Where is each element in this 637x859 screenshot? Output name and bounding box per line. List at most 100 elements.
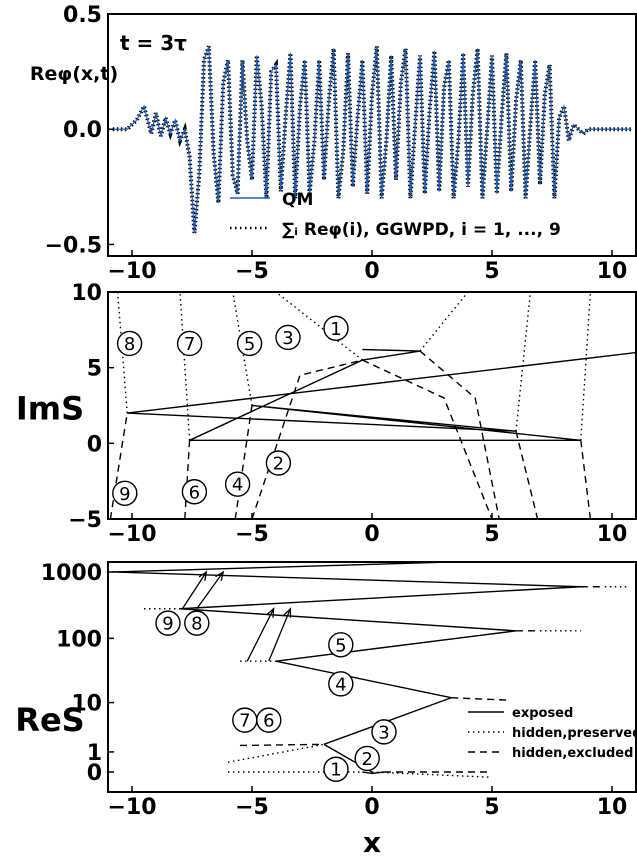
curve-solid — [127, 348, 636, 442]
x-tick-label: −5 — [235, 522, 269, 547]
curve-dashed — [515, 431, 539, 519]
curve-dotted — [580, 292, 592, 441]
x-tick-label: 10 — [597, 795, 628, 820]
label-number: 6 — [263, 711, 274, 732]
label-number: 3 — [378, 722, 389, 743]
y-tick-label: 10 — [71, 281, 102, 306]
y-tick-label: 10 — [71, 692, 102, 717]
legend: QM ∑ᵢ Reφ(i), GGWPD, i = 1, ..., 9 — [230, 190, 561, 240]
curve-solid — [112, 571, 581, 588]
legend-label: exposed — [512, 706, 573, 721]
curve-dotted — [371, 771, 493, 778]
y-tick-label: 1000 — [41, 561, 102, 586]
x-tick-label: 10 — [597, 259, 628, 284]
chart-panel-1: −10 −5 0 5 10 −0.5 0.0 0.5 Reφ(x,t)t = 3τ QM ∑ᵢ Re… — [30, 3, 637, 284]
label-circle — [236, 330, 263, 357]
y-tick-label: 0.0 — [63, 118, 102, 143]
trajectory-label-8: 8 — [184, 610, 210, 636]
label-number: 8 — [124, 334, 135, 355]
x-tick-label: 5 — [484, 795, 499, 820]
label-number: 5 — [335, 635, 346, 656]
x-tick-label: 10 — [597, 522, 628, 547]
curve-dotted — [232, 292, 253, 406]
label-number: 2 — [361, 749, 372, 770]
y-tick-label: −5 — [68, 508, 102, 533]
x-tick-label: −10 — [107, 259, 156, 284]
label-circle — [181, 479, 208, 505]
y-tick-label: 0 — [87, 761, 102, 786]
curve-dotted — [515, 292, 532, 432]
trajectory-label-2: 2 — [265, 450, 292, 476]
label-circle — [275, 324, 301, 351]
label-number: 4 — [232, 475, 243, 496]
trajectory-label-7: 7 — [232, 707, 258, 733]
arrow-head — [198, 570, 208, 581]
label-number: 1 — [330, 319, 341, 340]
curve-solid — [112, 562, 475, 573]
arrow-line — [181, 571, 207, 610]
label-number: 5 — [244, 334, 255, 355]
trajectory-label-5: 5 — [236, 330, 263, 357]
curve-dashed — [451, 697, 507, 701]
series-ggwpd-sum — [112, 45, 632, 234]
trajectory-label-6: 6 — [181, 479, 208, 505]
y-tick-label: 1 — [87, 741, 102, 766]
x-tick-label: −10 — [107, 522, 156, 547]
label-circle — [328, 671, 354, 697]
trajectory-label-5: 5 — [328, 632, 354, 658]
y-tick-label: 5 — [87, 357, 102, 382]
curve-solid — [275, 630, 517, 662]
plot-area — [112, 562, 629, 778]
label-circle — [265, 450, 292, 476]
legend-label: hidden,excluded — [512, 746, 633, 761]
x-tick-label: −10 — [107, 795, 156, 820]
legend-label: hidden,preserved — [512, 726, 637, 741]
label-number: 9 — [119, 484, 130, 505]
curve-solid — [179, 586, 581, 610]
trajectory-label-2: 2 — [354, 745, 380, 772]
x-tick-label: 5 — [484, 522, 499, 547]
label-number: 6 — [189, 482, 200, 503]
label-number: 4 — [335, 674, 346, 695]
label-number: 1 — [330, 760, 341, 781]
legend-label: ∑ᵢ Reφ(i), GGWPD, i = 1, ..., 9 — [282, 220, 561, 240]
label-number: 7 — [184, 334, 195, 355]
label-circle — [224, 471, 251, 497]
label-circle — [354, 745, 380, 772]
legend: exposed hidden,preserved hidden,excluded — [468, 706, 637, 761]
legend-label: QM — [282, 190, 313, 210]
trajectory-label-3: 3 — [275, 324, 301, 351]
curve-dashed — [419, 350, 500, 519]
label-circle — [328, 632, 354, 658]
curve-solid — [179, 608, 517, 632]
label-circle — [112, 480, 138, 506]
x-tick-label: 5 — [484, 259, 499, 284]
time-annotation: t = 3τ — [120, 31, 187, 55]
label-circle — [184, 610, 210, 636]
arrow-line — [268, 608, 292, 662]
curve-dotted — [227, 743, 325, 763]
plot-area — [109, 292, 636, 519]
trajectory-label-8: 8 — [116, 330, 143, 357]
y-tick-label: 0 — [87, 432, 102, 457]
arrow-line — [196, 571, 224, 610]
series-qm — [112, 46, 632, 234]
label-circle — [256, 707, 282, 733]
y-axis-label: ReS — [15, 701, 84, 739]
y-tick-label: −0.5 — [45, 233, 102, 258]
label-circle — [371, 719, 397, 745]
curve-solid — [362, 771, 385, 775]
curve-dashed — [109, 412, 128, 519]
trajectory-label-1: 1 — [323, 315, 349, 342]
label-number: 2 — [273, 454, 284, 475]
trajectory-label-1: 1 — [323, 756, 349, 782]
x-tick-label: 0 — [364, 259, 379, 284]
x-axis-label: x — [363, 826, 381, 859]
curve-dashed — [251, 359, 363, 519]
x-tick-label: 0 — [364, 795, 379, 820]
curve-dashed — [580, 440, 592, 519]
trajectory-label-4: 4 — [328, 671, 354, 697]
